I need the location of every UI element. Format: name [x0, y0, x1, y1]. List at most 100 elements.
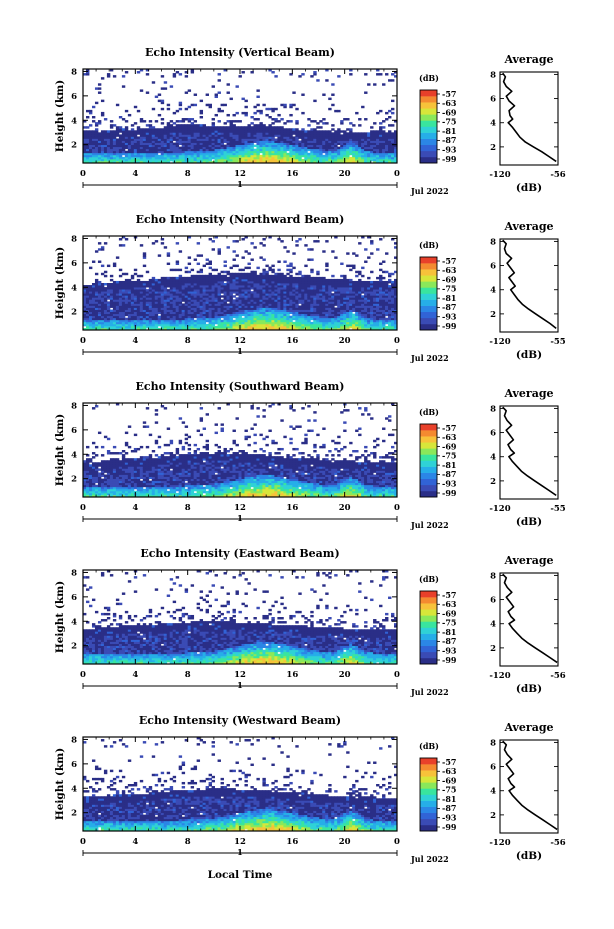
- heatmap-cell: [358, 134, 362, 137]
- heatmap-cell: [226, 285, 230, 288]
- heatmap-cell: [88, 325, 93, 329]
- heatmap-cell: [145, 301, 150, 304]
- heatmap-cell: [160, 156, 165, 160]
- heatmap-cell: [229, 301, 233, 304]
- heatmap-cell: [250, 150, 254, 154]
- heatmap-cell: [307, 148, 311, 152]
- heatmap-cell: [331, 150, 335, 154]
- heatmap-cell: [160, 150, 165, 154]
- heatmap-cell: [160, 130, 165, 133]
- heatmap-cell: [379, 307, 383, 310]
- heatmap-cell: [190, 287, 195, 290]
- heatmap-cell: [169, 130, 174, 133]
- heatmap-cell: [292, 285, 296, 288]
- heatmap-cell: [268, 295, 272, 298]
- heatmap-cell: [214, 154, 218, 158]
- heatmap-cell: [181, 287, 186, 290]
- heatmap-cell: [340, 278, 344, 282]
- heatmap-cell: [232, 276, 236, 280]
- heatmap-cell: [187, 105, 192, 109]
- heatmap-cell: [352, 291, 356, 294]
- heatmap-cell: [316, 327, 320, 331]
- heatmap-cell: [358, 272, 362, 276]
- heatmap-cell: [163, 156, 168, 160]
- heatmap-cell: [346, 321, 350, 325]
- heatmap-cell: [310, 299, 314, 302]
- heatmap-cell: [322, 250, 326, 253]
- heatmap-cell: [148, 309, 153, 313]
- heatmap-cell: [250, 258, 254, 261]
- heatmap-cell: [103, 295, 108, 298]
- heatmap-cell: [364, 158, 368, 162]
- heatmap-cell: [352, 142, 356, 146]
- heatmap-cell: [133, 303, 138, 306]
- heatmap-cell: [235, 293, 239, 296]
- heatmap-cell: [217, 152, 221, 156]
- heatmap-cell: [292, 158, 296, 162]
- heatmap-cell: [346, 289, 350, 292]
- heatmap-cell: [334, 144, 338, 148]
- heatmap-cell: [157, 138, 162, 141]
- heatmap-cell: [373, 130, 377, 133]
- heatmap-cell: [97, 291, 102, 294]
- heatmap-cell: [142, 138, 147, 141]
- heatmap-cell: [307, 293, 311, 296]
- x-tick-label: 0: [80, 169, 86, 179]
- heatmap-cell: [349, 150, 353, 154]
- heatmap-cell: [163, 307, 168, 310]
- heatmap-cell: [91, 319, 96, 323]
- heatmap-cell: [181, 325, 186, 329]
- heatmap-cell: [268, 116, 272, 119]
- heatmap-cell: [148, 285, 153, 288]
- heatmap-cell: [352, 144, 356, 148]
- heatmap-cell: [244, 297, 248, 300]
- colorbar-swatch: [420, 90, 437, 97]
- heatmap-cell: [229, 134, 233, 137]
- heatmap-cell: [238, 283, 242, 286]
- heatmap-cell: [268, 278, 272, 282]
- heatmap-cell: [301, 144, 305, 148]
- heatmap-cell: [217, 315, 221, 319]
- heatmap-cell: [229, 311, 233, 315]
- heatmap-cell: [175, 158, 180, 162]
- heatmap-cell: [217, 311, 221, 315]
- heatmap-cell: [346, 319, 350, 323]
- heatmap-cell: [262, 152, 266, 156]
- heatmap-cell: [202, 311, 207, 315]
- heatmap-cell: [187, 132, 192, 135]
- heatmap-cell: [100, 317, 105, 321]
- heatmap-cell: [85, 73, 90, 76]
- heatmap-cell: [196, 124, 201, 127]
- heatmap-cell: [268, 305, 272, 308]
- heatmap-cell: [235, 319, 239, 323]
- heatmap-cell: [379, 122, 383, 125]
- heatmap-cell: [349, 303, 353, 306]
- heatmap-cell: [133, 280, 138, 284]
- heatmap-cell: [322, 283, 326, 286]
- heatmap-cell: [100, 289, 105, 292]
- heatmap-cell: [301, 319, 305, 323]
- heatmap-cell: [247, 142, 251, 146]
- heatmap-cell: [232, 128, 236, 131]
- heatmap-cell: [286, 323, 290, 327]
- heatmap-cell: [328, 138, 332, 141]
- heatmap-cell: [262, 272, 266, 276]
- heatmap-cell: [172, 130, 177, 133]
- heatmap-cell: [223, 313, 227, 317]
- heatmap-cell: [358, 291, 362, 294]
- heatmap-cell: [100, 272, 105, 276]
- heatmap-cell: [214, 283, 218, 286]
- heatmap-cell: [130, 146, 135, 150]
- heatmap-cell: [190, 276, 195, 280]
- heatmap-cell: [295, 327, 299, 331]
- heatmap-cell: [151, 107, 156, 111]
- heatmap-cell: [220, 148, 224, 152]
- heatmap-cell: [208, 295, 212, 298]
- heatmap-cell: [325, 325, 329, 329]
- heatmap-cell: [157, 132, 162, 135]
- heatmap-cell: [322, 154, 326, 158]
- heatmap-cell: [364, 301, 368, 304]
- heatmap-cell: [139, 305, 144, 308]
- heatmap-cell: [190, 283, 195, 286]
- heatmap-cell: [226, 311, 230, 315]
